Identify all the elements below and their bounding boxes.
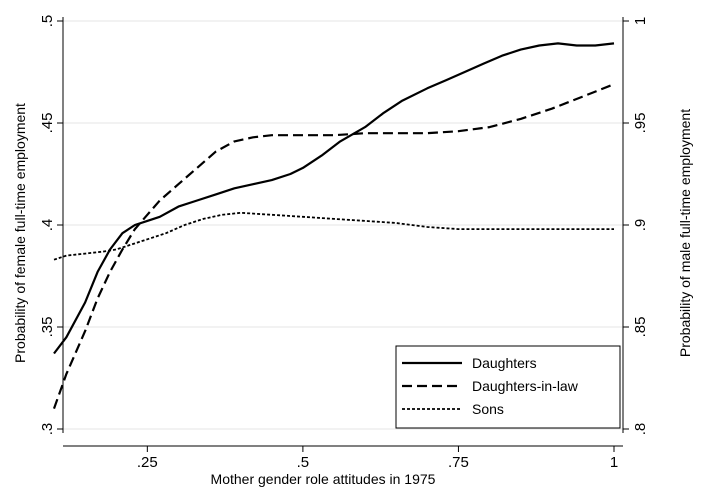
y-right-tick-label-4: 1 [632, 17, 649, 25]
y-left-tick-label-4: .5 [39, 15, 56, 28]
legend-label-2: Sons [472, 401, 504, 417]
x-axis-title: Mother gender role attitudes in 1975 [211, 471, 436, 487]
series-line-daughters [53, 42, 615, 355]
legend: Daughters Daughters-in-law Sons [395, 345, 621, 429]
y-right-tick-label-3: .95 [632, 113, 649, 134]
y-left-tick-label-2: .4 [39, 219, 56, 232]
y-left-tick-label-0: .3 [39, 423, 56, 436]
gridlines [63, 20, 623, 430]
x-tick-label-0: .25 [137, 454, 158, 471]
axes: .3 .35 .4 .45 .5 .8 .85 .9 .95 1 .25 .5 .75 1 [39, 15, 649, 471]
y-axis-title-left: Probability of female full-time employme… [12, 103, 28, 363]
y-right-tick-label-1: .85 [632, 317, 649, 338]
plot-series [52, 42, 615, 409]
x-tick-label-2: .75 [448, 454, 469, 471]
y-right-tick-label-2: .9 [632, 219, 649, 232]
y-left-tick-label-1: .35 [39, 317, 56, 338]
series-line-daughters-in-law [52, 83, 615, 409]
y-left-tick-label-3: .45 [39, 113, 56, 134]
series-line-sons [53, 211, 614, 261]
legend-label-0: Daughters [472, 355, 537, 371]
legend-label-1: Daughters-in-law [472, 378, 579, 394]
x-tick-label-3: 1 [610, 454, 618, 471]
y-right-tick-label-0: .8 [632, 423, 649, 436]
y-axis-title-right: Probability of male full-time employment [677, 109, 693, 357]
x-tick-label-1: .5 [297, 454, 310, 471]
